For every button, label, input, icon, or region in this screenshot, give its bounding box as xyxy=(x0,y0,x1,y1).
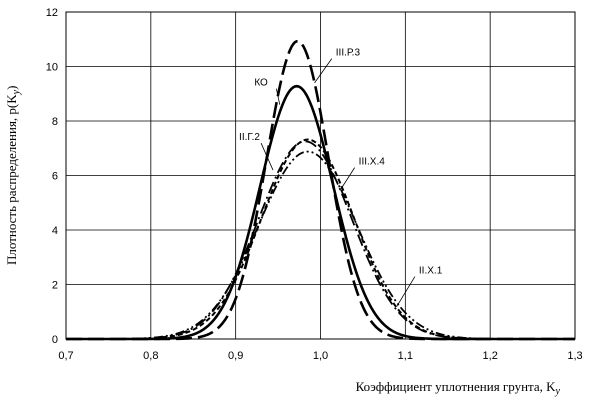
plot-border xyxy=(65,11,576,340)
annotation-label: КО xyxy=(254,78,268,89)
plot-frame xyxy=(65,11,576,340)
x-tick-label: 1,3 xyxy=(567,350,582,362)
y-tick-label: 0 xyxy=(52,334,58,346)
x-tick-label: 0,8 xyxy=(143,350,158,362)
tick-labels: 0,7 0,8 0,9 1,0 1,1 1,2 1,3 0 2 4 6 8 10 12 xyxy=(46,7,583,362)
annotation-leader xyxy=(314,58,333,84)
annotation-label: III.Х.4 xyxy=(359,157,386,168)
annotation-label: II.Х.1 xyxy=(419,266,443,277)
y-tick-label: 12 xyxy=(46,7,58,19)
y-tick-label: 10 xyxy=(46,62,58,74)
x-axis-title: Коэффициент уплотнения грунта, Kу xyxy=(356,379,561,397)
y-tick-label: 4 xyxy=(52,225,58,237)
annotation-label: II.Г.2 xyxy=(239,132,260,143)
annotation-leader xyxy=(275,88,281,105)
annotation-leader xyxy=(396,276,416,307)
gridlines xyxy=(65,11,576,340)
x-tick-label: 0,7 xyxy=(58,350,73,362)
curve-annotations: III.Р.3 КО II.Г.2 III.Х.4 II.Х.1 xyxy=(239,48,443,307)
annotation-label: III.Р.3 xyxy=(336,48,361,59)
x-tick-label: 1,0 xyxy=(313,350,328,362)
y-tick-label: 6 xyxy=(52,171,58,183)
y-tick-label: 2 xyxy=(52,280,58,292)
annotation-leader xyxy=(260,142,274,171)
annotation-leader xyxy=(340,167,356,190)
y-axis-title: Плотность распределения, p(Kу) xyxy=(4,86,22,265)
x-tick-label: 1,2 xyxy=(483,350,498,362)
y-tick-label: 8 xyxy=(52,116,58,128)
x-tick-label: 1,1 xyxy=(398,350,413,362)
series-curve-dashdotdot xyxy=(66,150,575,340)
x-tick-label: 0,9 xyxy=(228,350,243,362)
